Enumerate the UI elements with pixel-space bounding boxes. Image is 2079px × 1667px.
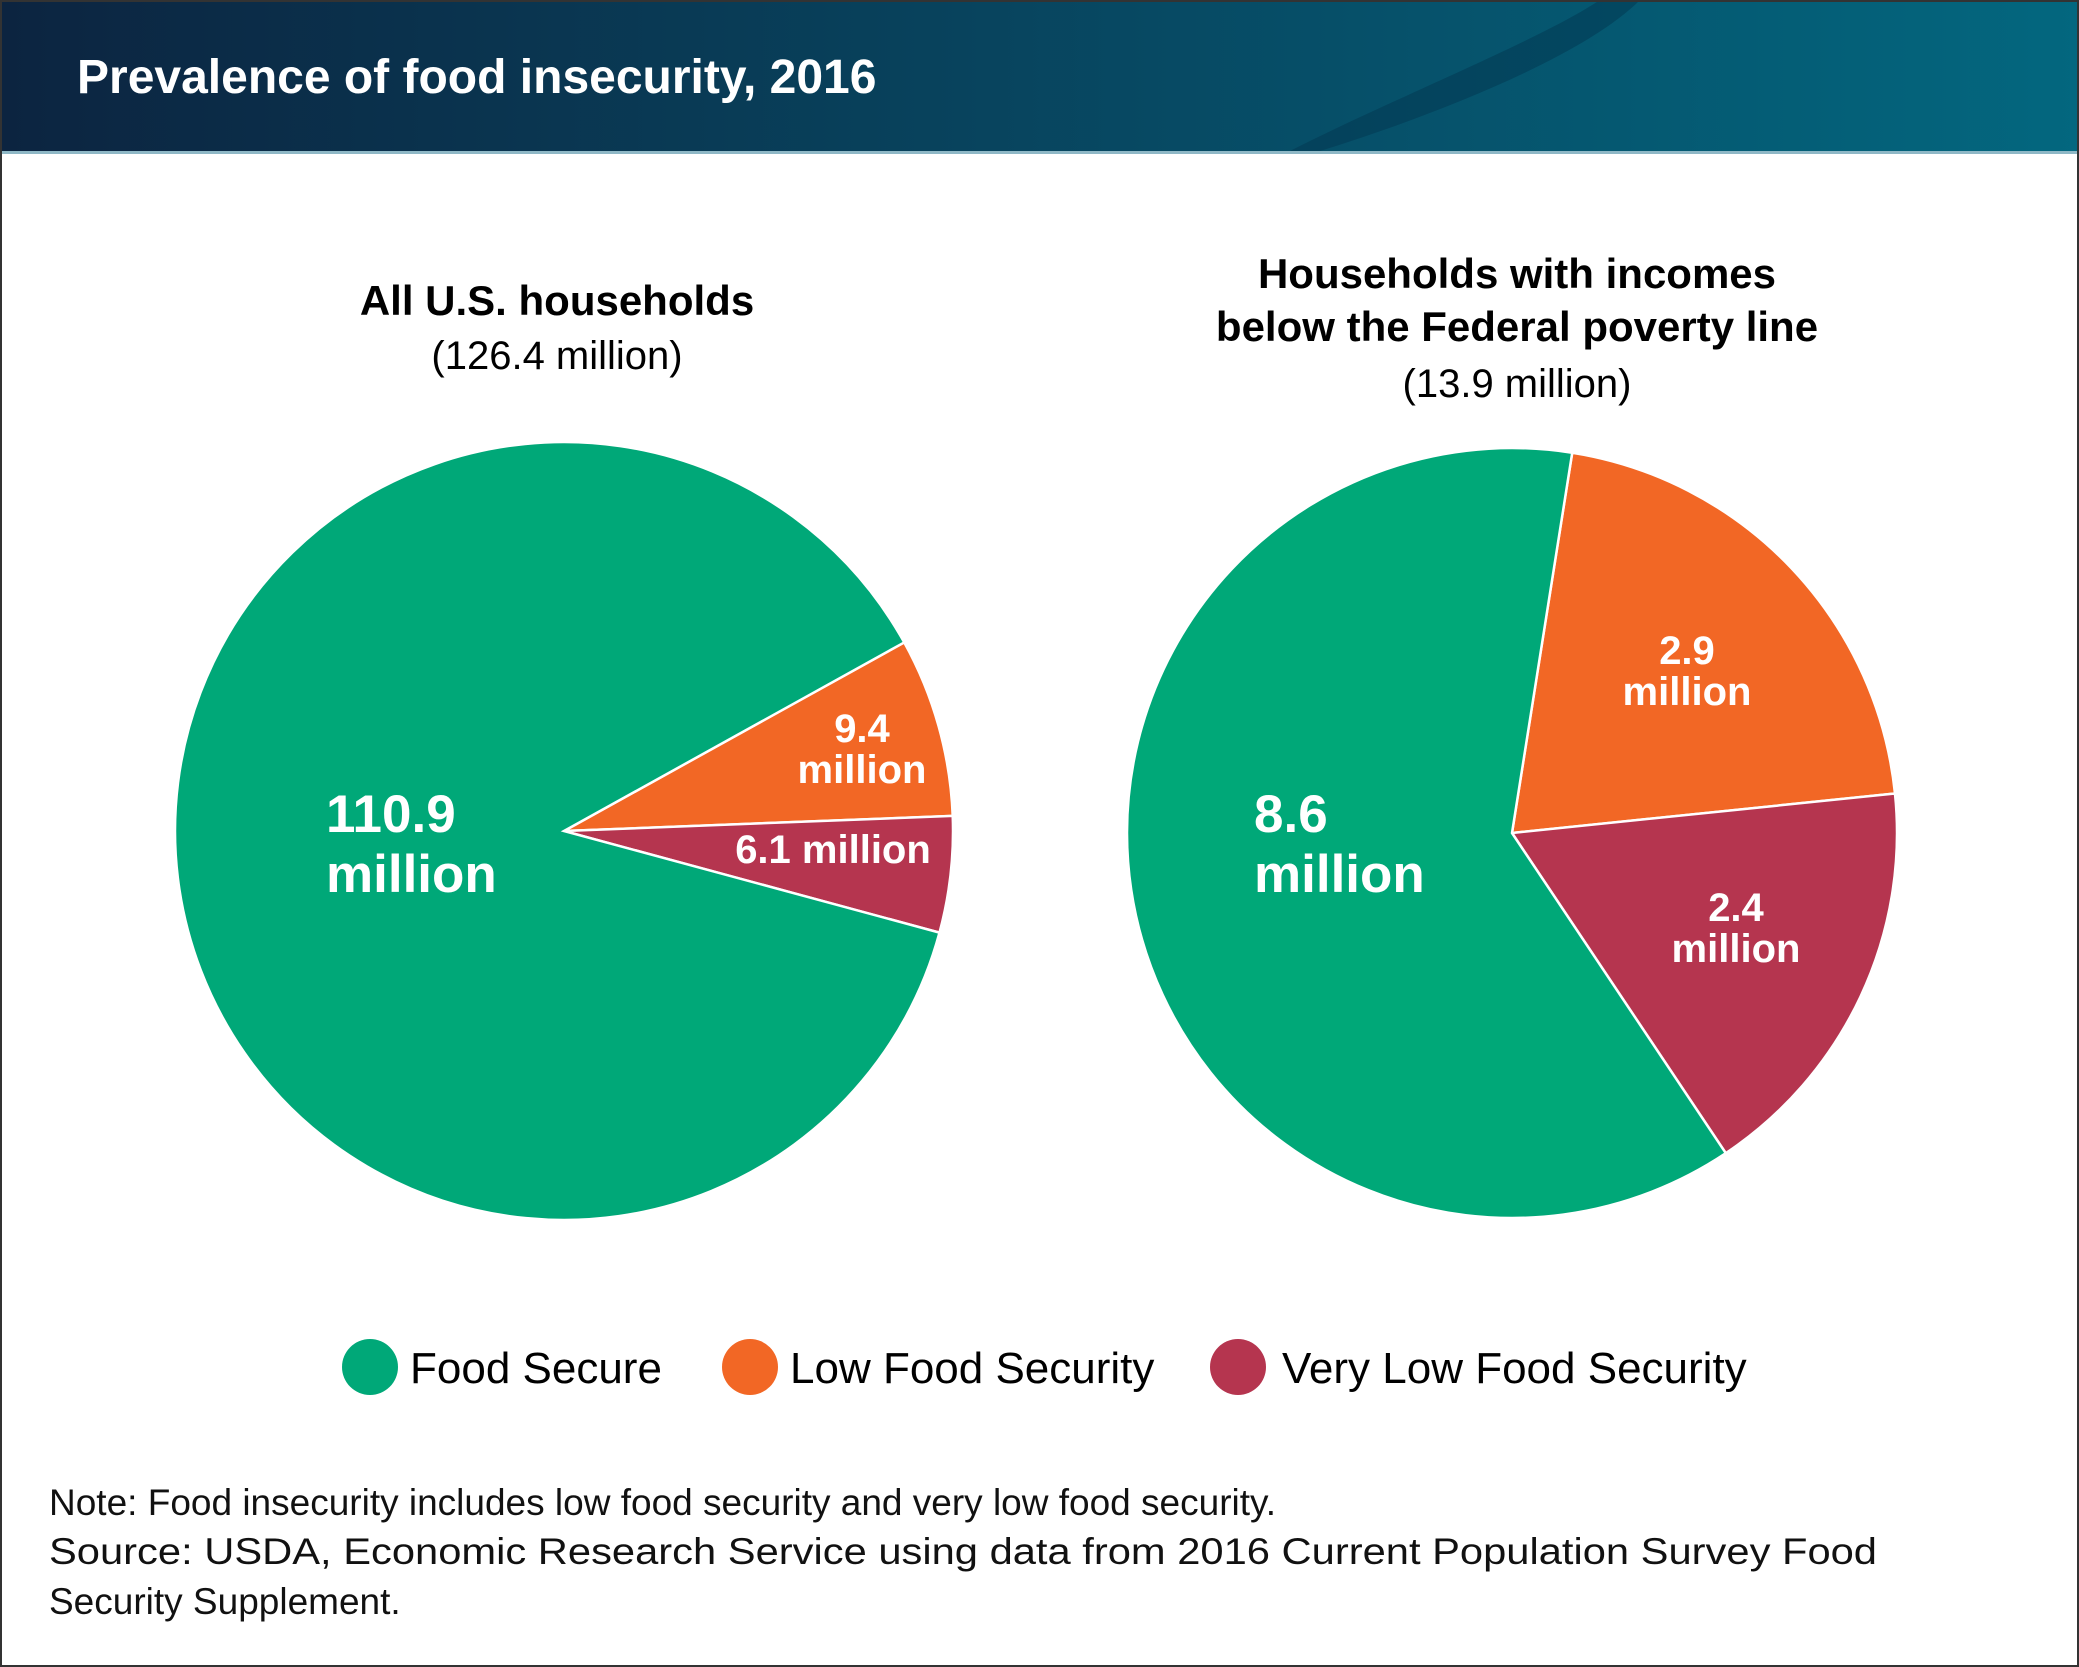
pie2-label-very-low-value: 2.4 [1708,886,1764,930]
header-swoosh [1290,0,1640,151]
legend-label-food-secure: Food Secure [410,1344,662,1393]
pie2-label-food-secure-value: 8.6 [1254,785,1328,844]
legend-label-very-low-food-security: Very Low Food Security [1282,1344,1747,1393]
pie2-label-very-low-unit: million [1672,927,1801,971]
legend-swatch-very-low-food-security [1210,1339,1266,1395]
pie2-slice-food-secure [1125,446,1728,1220]
pie2-slice-low-food-security [1510,451,1897,835]
pie1-label-food-secure-value: 110.9 [326,785,456,844]
pie1-slice-low-food-security [563,640,955,833]
pie1-label-low-unit: million [798,748,927,792]
legend-label-low-food-security: Low Food Security [790,1344,1154,1393]
pie2-label-low-value: 2.9 [1659,629,1715,673]
header-rule [0,151,2079,154]
pie1-label-low-value: 9.4 [834,707,890,751]
pie2-subtitle: (13.9 million) [1403,362,1632,406]
pie1-title: All U.S. households [360,277,754,324]
pie1-label-food-secure-unit: million [326,845,497,904]
footer-source-line1: Source: USDA, Economic Research Service … [49,1531,1877,1572]
footer-note: Note: Food insecurity includes low food … [49,1482,1276,1523]
pie2-label-food-secure-unit: million [1254,845,1425,904]
pie-poverty-households [1125,446,1899,1220]
legend-swatch-low-food-security [722,1339,778,1395]
header-banner [0,0,2079,151]
pie1-slice-food-secure [173,440,942,1222]
pie2-slice-very-low-food-security [1509,792,1899,1155]
pie1-subtitle: (126.4 million) [431,334,682,378]
footer-source-line2: Security Supplement. [49,1581,401,1622]
pie2-label-low-unit: million [1623,670,1752,714]
legend: Food Secure Low Food Security Very Low F… [342,1339,1747,1395]
pie2-title-line2: below the Federal poverty line [1216,303,1818,350]
pie-all-households [173,440,955,1222]
chart-title: Prevalence of food insecurity, 2016 [77,51,876,104]
legend-swatch-food-secure [342,1339,398,1395]
pie2-title-line1: Households with incomes [1258,250,1776,297]
pie1-label-very-low: 6.1 million [735,828,931,872]
